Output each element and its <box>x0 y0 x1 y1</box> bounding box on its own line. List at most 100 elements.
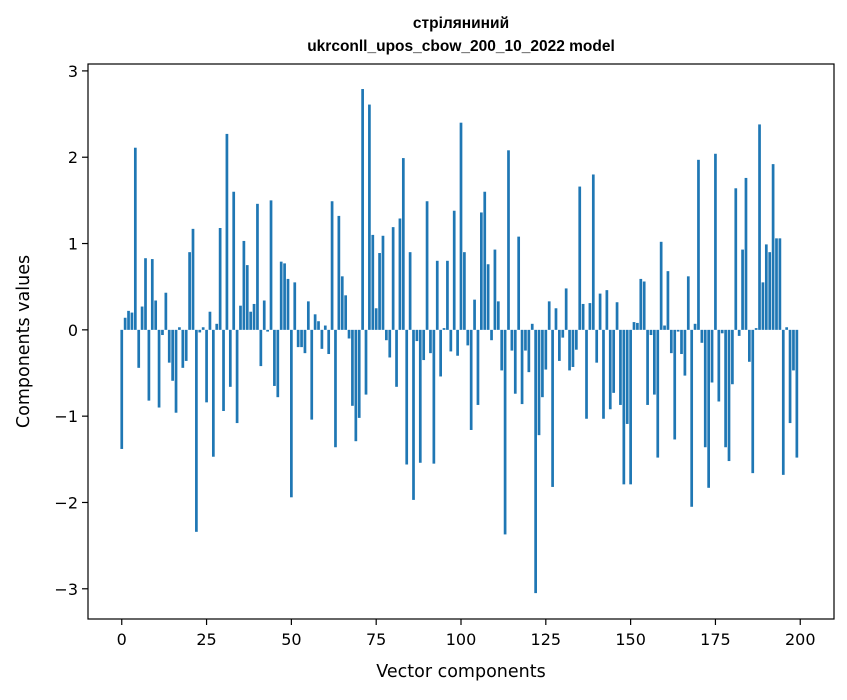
bar-component-24 <box>201 327 205 330</box>
bar-component-99 <box>456 329 459 356</box>
bar-component-28 <box>215 323 219 330</box>
bar-component-36 <box>242 240 246 330</box>
bar-component-66 <box>344 295 348 330</box>
bar-component-133 <box>571 329 575 367</box>
bar-component-102 <box>466 329 470 346</box>
bar-component-94 <box>439 329 442 377</box>
bar-component-64 <box>337 215 341 330</box>
bar-component-155 <box>646 329 649 405</box>
bar-component-9 <box>150 259 154 330</box>
bar-component-130 <box>561 329 565 338</box>
bar-component-52 <box>296 329 300 348</box>
bar-component-177 <box>720 329 724 334</box>
bar-component-86 <box>412 329 415 500</box>
bar-component-173 <box>707 329 710 488</box>
bar-component-0 <box>120 329 124 449</box>
bar-component-1 <box>123 317 127 330</box>
y-tick-label: 1 <box>68 235 78 254</box>
x-tick-label: 50 <box>281 630 301 649</box>
bar-component-79 <box>388 329 392 358</box>
bar-component-63 <box>334 329 337 448</box>
bar-component-194 <box>778 238 782 330</box>
bar-component-198 <box>792 329 795 371</box>
bar-component-48 <box>283 263 286 330</box>
bar-component-134 <box>574 329 578 350</box>
y-axis-ticks: −3 −2 −1 0 1 2 3 <box>54 62 88 599</box>
bar-component-105 <box>476 329 480 405</box>
bar-component-182 <box>737 329 741 336</box>
bar-component-4 <box>133 147 137 330</box>
bar-component-181 <box>734 188 738 330</box>
bar-component-196 <box>785 327 789 330</box>
bar-component-180 <box>731 329 734 385</box>
bar-component-110 <box>493 249 497 330</box>
bar-component-93 <box>435 260 439 330</box>
bar-component-190 <box>764 244 768 330</box>
bar-component-21 <box>191 228 195 330</box>
bar-component-77 <box>381 235 385 330</box>
bar-component-57 <box>313 314 317 330</box>
bar-series <box>120 89 799 594</box>
bar-component-7 <box>144 258 147 330</box>
bar-component-123 <box>537 329 541 436</box>
bar-component-184 <box>744 177 748 330</box>
bar-component-25 <box>205 329 208 403</box>
bar-component-120 <box>527 329 531 373</box>
bar-component-34 <box>235 329 239 424</box>
bar-component-83 <box>401 158 405 330</box>
bar-component-44 <box>269 200 273 330</box>
bar-component-197 <box>788 329 792 424</box>
bar-component-16 <box>174 329 178 413</box>
bar-component-176 <box>717 329 721 402</box>
bar-component-5 <box>137 329 141 368</box>
bar-component-116 <box>513 329 517 394</box>
chart-subtitle: ukrconll_upos_cbow_200_10_2022 model <box>307 38 615 55</box>
bar-component-168 <box>690 329 694 507</box>
x-axis-label: Vector components <box>376 662 545 682</box>
bar-component-84 <box>405 329 409 465</box>
bar-component-81 <box>395 329 398 387</box>
bar-component-65 <box>340 276 344 330</box>
bar-component-171 <box>700 329 704 343</box>
bar-component-62 <box>330 201 334 330</box>
bar-component-32 <box>228 329 232 387</box>
bar-component-13 <box>164 292 168 330</box>
x-tick-label: 175 <box>700 630 731 649</box>
bar-component-58 <box>317 321 320 330</box>
bar-component-128 <box>554 308 558 330</box>
bar-component-75 <box>374 308 378 330</box>
bar-component-67 <box>347 329 351 339</box>
bar-component-33 <box>232 191 236 330</box>
bar-component-60 <box>323 325 327 330</box>
bar-component-156 <box>649 329 653 336</box>
bar-component-20 <box>188 252 191 330</box>
bar-component-147 <box>619 329 622 405</box>
bar-component-199 <box>795 329 799 458</box>
bar-component-46 <box>276 329 280 398</box>
bar-component-150 <box>629 329 632 485</box>
bar-component-19 <box>184 329 188 361</box>
bar-component-26 <box>208 311 212 330</box>
bar-component-149 <box>625 329 629 424</box>
bar-component-78 <box>385 329 388 341</box>
bar-component-39 <box>252 303 256 330</box>
bar-component-159 <box>659 241 663 330</box>
bar-component-54 <box>303 329 307 354</box>
bar-component-47 <box>279 261 283 330</box>
x-tick-label: 150 <box>615 630 646 649</box>
bar-component-43 <box>266 329 269 332</box>
bar-component-132 <box>568 329 571 371</box>
plot-area-frame <box>87 63 835 620</box>
bar-component-17 <box>178 327 181 330</box>
bar-component-90 <box>425 201 429 330</box>
bar-component-183 <box>741 249 744 330</box>
bar-component-129 <box>558 329 561 361</box>
bar-component-172 <box>703 329 707 448</box>
bar-component-118 <box>520 329 524 405</box>
y-axis-label: Components values <box>14 255 34 428</box>
bar-component-68 <box>351 329 354 406</box>
bar-component-22 <box>195 329 198 532</box>
bar-component-162 <box>669 329 673 354</box>
bar-component-127 <box>551 329 554 487</box>
bar-component-163 <box>673 329 677 440</box>
